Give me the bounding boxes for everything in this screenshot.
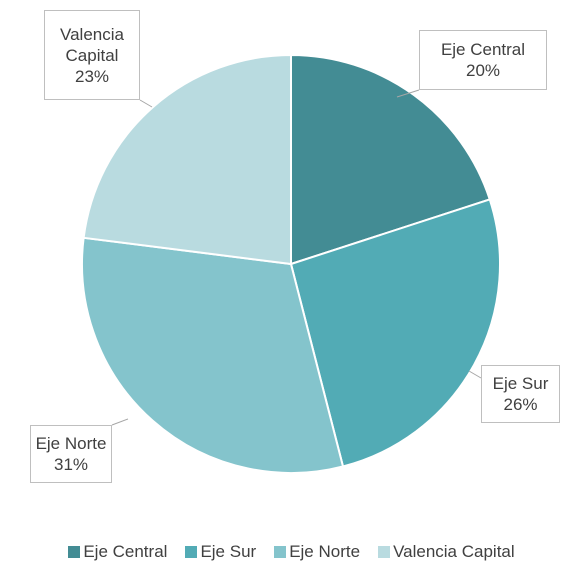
label-name: Eje Norte (35, 434, 107, 453)
pie-slice (290, 53, 492, 266)
legend-swatch (68, 546, 81, 558)
leader-line (111, 418, 129, 426)
pie-slice (82, 53, 292, 266)
legend-label: Valencia Capital (393, 542, 515, 561)
legend-label: Eje Norte (289, 542, 361, 561)
data-label: Eje Sur 26% (481, 365, 560, 423)
data-label: Eje Central 20% (419, 30, 547, 90)
leader-line (468, 370, 482, 379)
label-name: Eje Central (440, 40, 526, 59)
label-value: 26% (503, 395, 538, 414)
data-label: Valencia Capital 23% (44, 10, 140, 100)
pie-slice (289, 198, 501, 468)
legend-swatch (185, 546, 198, 558)
label-name: Eje Sur (492, 374, 549, 393)
legend-label: Eje Sur (200, 542, 257, 561)
label-name: Valencia Capital (60, 24, 124, 65)
legend-item: Eje Norte (274, 542, 360, 562)
legend-label: Eje Central (83, 542, 168, 561)
legend-swatch (378, 546, 391, 558)
legend-swatch (274, 546, 287, 558)
legend: Eje Central Eje Sur Eje Norte Valencia Capi… (0, 542, 583, 562)
legend-item: Valencia Capital (378, 542, 515, 562)
leader-line (139, 99, 153, 108)
leader-line (396, 89, 420, 98)
label-value: 20% (465, 61, 501, 80)
label-value: 23% (74, 66, 110, 86)
pie-slice (81, 236, 345, 474)
legend-item: Eje Sur (185, 542, 256, 562)
legend-item: Eje Central (68, 542, 167, 562)
label-value: 31% (53, 455, 89, 474)
data-label: Eje Norte 31% (30, 425, 112, 483)
